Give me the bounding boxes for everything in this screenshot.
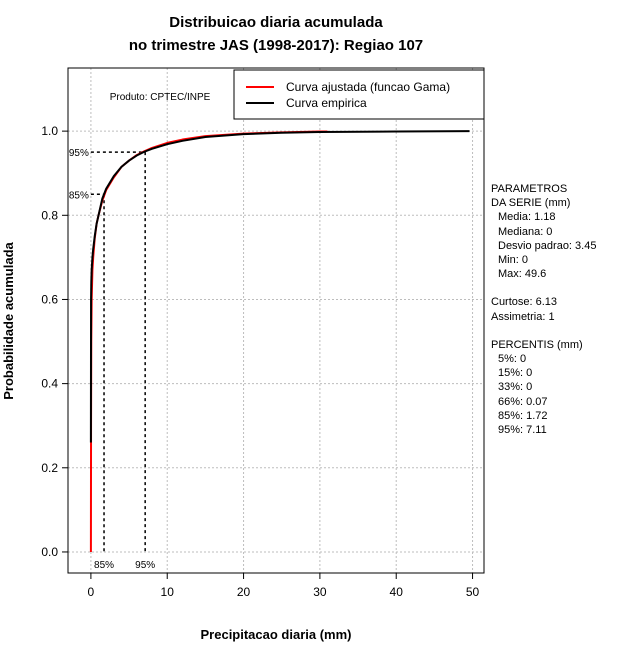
percentil-95: 95%: 7.11 [498,424,547,437]
stat-min: Min: 0 [498,254,528,267]
x-tick-label: 20 [237,585,251,599]
chart-subtitle: no trimestre JAS (1998-2017): Regiao 107 [129,37,423,54]
percentil-33: 33%: 0 [498,381,533,394]
y-tick-label: 0.6 [41,292,58,306]
stat-curtose: Curtose: 6.13 [491,296,558,309]
legend-box [233,69,485,120]
percentil-15: 15%: 0 [498,367,533,380]
x-tick-label: 50 [466,585,480,599]
percentil-85: 85%: 1.72 [498,409,548,422]
x-axis-title: Precipitacao diaria (mm) [201,627,352,642]
x-axis: 0 10 20 30 40 50 [88,573,480,599]
stats-subheader: DA SERIE (mm) [491,197,571,210]
y-tick-label: 1.0 [41,124,58,138]
y-axis: 0.0 0.2 0.4 0.6 0.8 1.0 [41,124,68,559]
x-tick-label: 40 [390,585,404,599]
x-tick-label: 0 [88,585,95,599]
stat-mediana: Mediana: 0 [498,225,553,238]
x-tick-label: 30 [313,585,327,599]
grid-lines [68,68,484,573]
percentile-x-label: 95% [135,560,155,571]
fitted-gamma-curve [89,130,328,552]
percentis-header: PERCENTIS (mm) [491,338,583,351]
chart-title: Distribuicao diaria acumulada [169,14,383,31]
y-axis-title: Probabilidade acumulada [1,241,16,399]
stat-desvio: Desvio padrao: 3.45 [498,239,597,252]
stat-assimetria: Assimetria: 1 [491,310,555,323]
percentil-66: 66%: 0.07 [498,395,548,408]
legend-label-fitted: Curva ajustada (funcao Gama) [286,80,450,94]
stat-max: Max: 49.6 [498,268,547,281]
percentile-x-label: 85% [94,560,114,571]
percentil-5: 5%: 0 [498,353,527,366]
percentile-y-label: 95% [69,148,89,159]
stat-media: Media: 1.18 [498,211,556,224]
product-label: Produto: CPTEC/INPE [110,92,211,103]
series-lines [89,130,470,552]
stats-header: PARAMETROS [491,183,568,195]
percentile-y-label: 85% [69,190,89,201]
percentile-markers: 85% 85% 95% 95% [69,148,155,571]
legend: Curva ajustada (funcao Gama) Curva empir… [233,69,485,120]
legend-label-empirical: Curva empirica [286,96,367,110]
y-tick-label: 0.2 [41,461,58,475]
y-tick-label: 0.8 [41,208,58,222]
x-tick-label: 10 [161,585,175,599]
empirical-curve [89,130,470,443]
statistics-panel: PARAMETROS DA SERIE (mm) Media: 1.18 Med… [491,182,596,437]
plot-frame [67,67,485,574]
y-tick-label: 0.4 [41,377,58,391]
y-tick-label: 0.0 [41,545,58,559]
